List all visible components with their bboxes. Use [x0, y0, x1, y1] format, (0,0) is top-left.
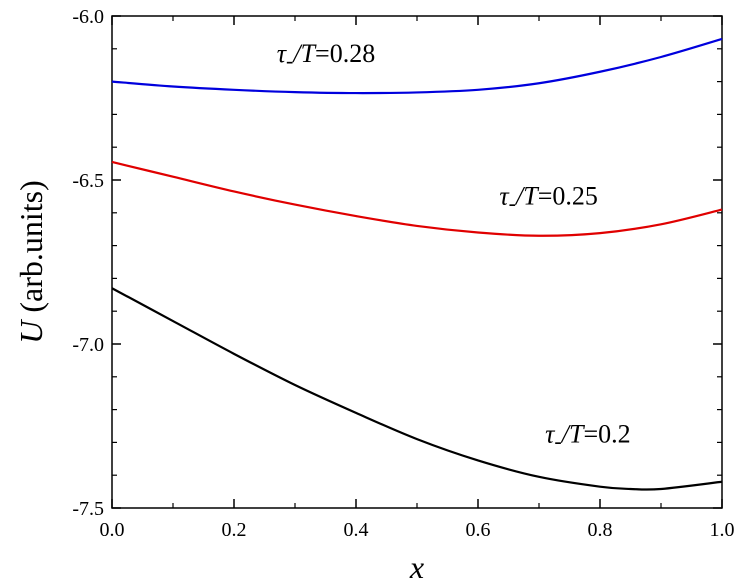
minus-subscript: - [286, 48, 293, 73]
y-tick-label: -7.0 [72, 334, 104, 356]
temperature-symbol: T [569, 419, 585, 448]
curve-label-2: τ-/T=0.2 [545, 419, 631, 453]
tau-symbol: τ [545, 419, 556, 448]
slash: / [514, 182, 526, 211]
minus-subscript: - [509, 191, 516, 216]
series-line-0 [111, 37, 723, 95]
ratio-value: =0.25 [538, 182, 598, 211]
ratio-value: =0.28 [315, 39, 375, 68]
x-tick-label: 0.2 [222, 519, 247, 541]
temperature-symbol: T [523, 182, 539, 211]
temperature-symbol: T [301, 39, 317, 68]
slash: / [560, 419, 572, 448]
curve-label-0: τ-/T=0.28 [277, 39, 376, 73]
x-tick-label: 1.0 [710, 519, 735, 541]
x-tick-label: 0.0 [100, 519, 125, 541]
series-line-1 [111, 160, 723, 237]
ratio-value: =0.2 [583, 419, 630, 448]
tau-symbol: τ [277, 39, 288, 68]
slash: / [291, 39, 303, 68]
series-line-2 [111, 287, 723, 491]
x-tick-label: 0.8 [588, 519, 613, 541]
tau-symbol: τ [499, 182, 510, 211]
y-axis-title: U (arb.units) [13, 180, 49, 344]
y-axis-variable: U [13, 319, 49, 344]
y-tick-label: -6.0 [72, 6, 104, 28]
curve-label-1: τ-/T=0.25 [499, 182, 598, 216]
y-tick-label: -6.5 [72, 170, 104, 192]
x-axis-title: x [409, 549, 424, 585]
x-tick-label: 0.4 [344, 519, 369, 541]
y-axis-units: (arb.units) [13, 180, 49, 320]
x-tick-label: 0.6 [466, 519, 491, 541]
y-tick-label: -7.5 [72, 498, 104, 520]
minus-subscript: - [554, 428, 561, 453]
